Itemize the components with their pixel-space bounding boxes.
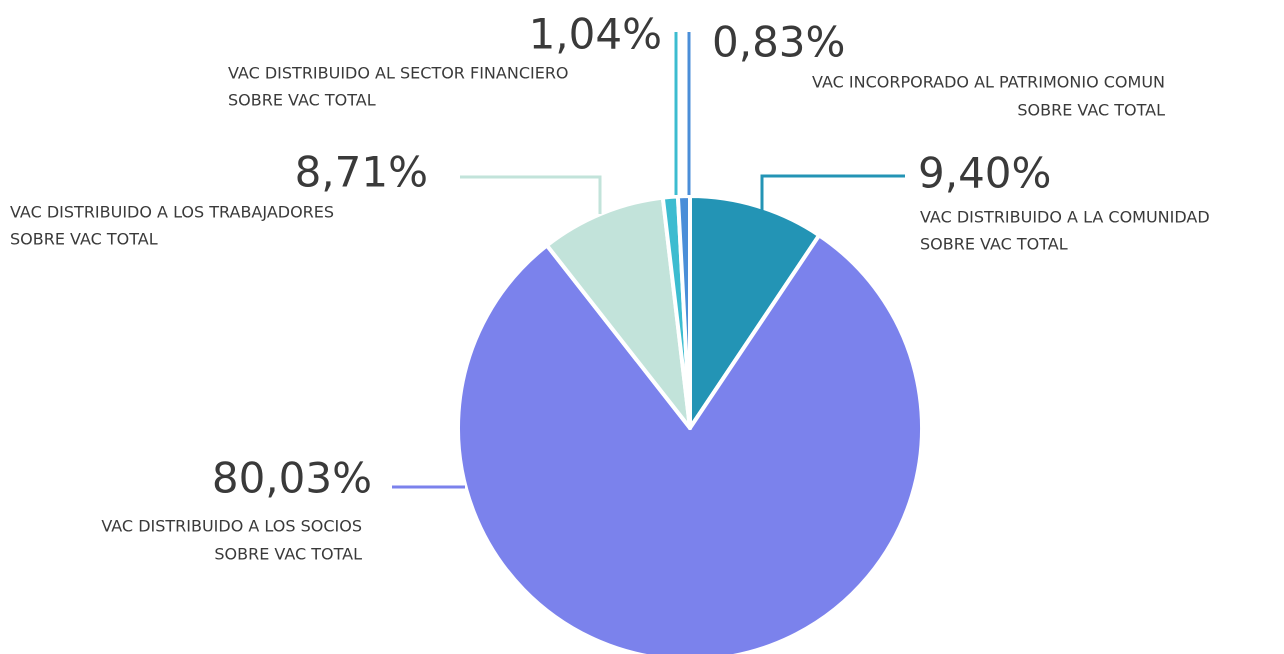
category-label: VAC DISTRIBUIDO A LA COMUNIDAD (920, 208, 1210, 227)
category-label: VAC DISTRIBUIDO A LOS SOCIOS (101, 517, 362, 536)
category-label: VAC DISTRIBUIDO AL SECTOR FINANCIERO (228, 64, 569, 83)
pie-slice (544, 195, 692, 430)
value-label: 8,71% (295, 148, 428, 197)
leader-line (460, 175, 602, 214)
category-label: SOBRE VAC TOTAL (1017, 101, 1165, 120)
value-label: 9,40% (918, 149, 1051, 198)
pie-slice (675, 193, 692, 430)
category-label: SOBRE VAC TOTAL (10, 230, 158, 249)
pie-slice (688, 194, 822, 430)
value-label: 1,04% (529, 10, 662, 59)
category-label: VAC DISTRIBUIDO A LOS TRABAJADORES (10, 203, 334, 222)
pie-slice (456, 233, 924, 654)
category-label: SOBRE VAC TOTAL (920, 235, 1068, 254)
category-label: SOBRE VAC TOTAL (214, 545, 362, 564)
leader-line (760, 174, 905, 210)
value-label: 80,03% (212, 454, 372, 503)
category-label: SOBRE VAC TOTAL (228, 91, 376, 110)
category-label: VAC INCORPORADO AL PATRIMONIO COMUN (812, 73, 1165, 92)
value-label: 0,83% (712, 18, 845, 67)
